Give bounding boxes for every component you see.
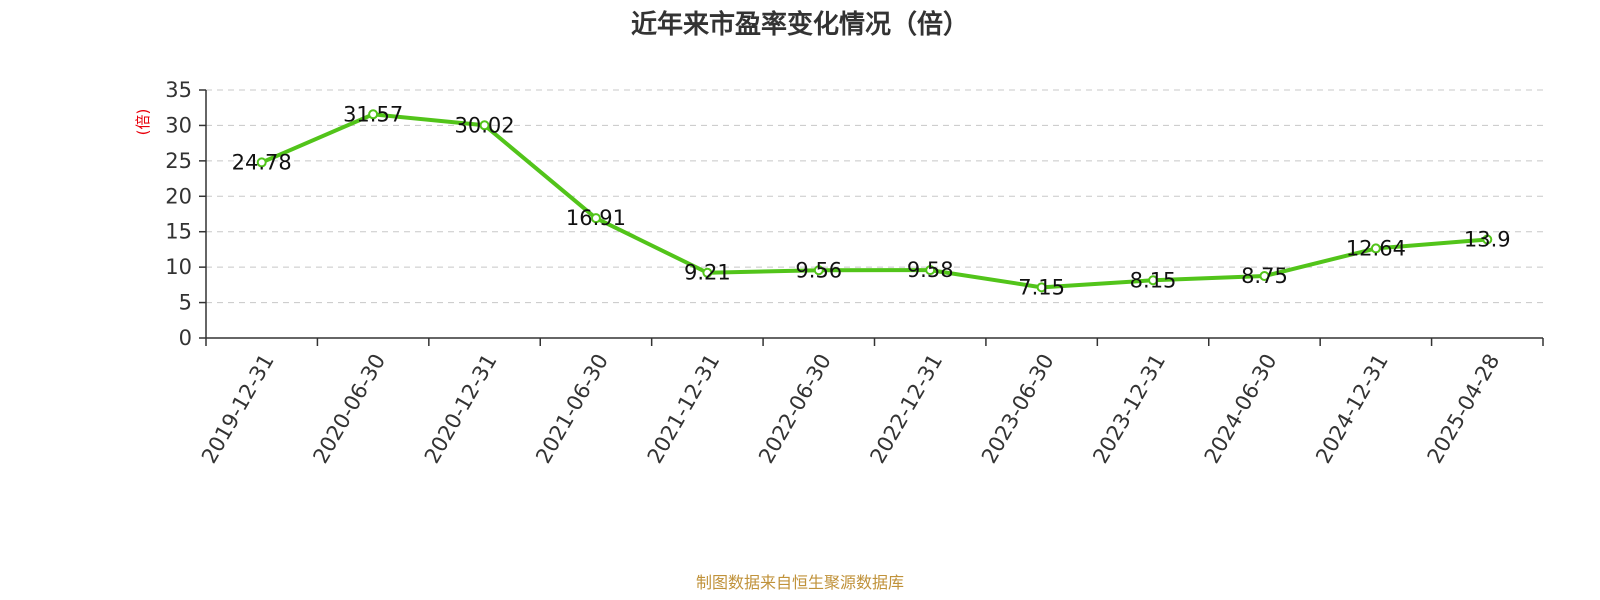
y-tick-label: 35 (165, 78, 192, 102)
chart-title: 近年来市盈率变化情况（倍） (631, 9, 969, 40)
grid-lines (206, 89, 1543, 304)
data-point[interactable] (1482, 234, 1493, 245)
x-tick-labels: 2019-12-31 2020-06-30 2020-12-31 2021-06-30… (197, 350, 1504, 468)
axes (199, 89, 1544, 346)
data-point[interactable] (256, 157, 267, 168)
x-tick-label: 2023-12-31 (1088, 350, 1170, 468)
data-point[interactable] (702, 267, 713, 278)
y-tick-labels: 0 5 10 15 20 25 30 35 (165, 78, 192, 350)
x-tick-label: 2020-06-30 (308, 350, 390, 468)
y-tick-label: 30 (165, 113, 192, 137)
data-point[interactable] (368, 109, 379, 120)
y-axis-unit-label: (倍) (134, 109, 152, 136)
series-line (260, 112, 1488, 290)
y-tick-label: 15 (165, 220, 192, 244)
y-tick-label: 0 (179, 326, 192, 350)
data-point[interactable] (925, 265, 936, 276)
data-source-note: 制图数据来自恒生聚源数据库 (696, 573, 904, 592)
x-tick-label: 2022-12-31 (865, 350, 947, 468)
data-label: 7.15 (1018, 275, 1065, 299)
data-label: 9.21 (684, 261, 731, 285)
data-point[interactable] (813, 265, 824, 276)
data-point[interactable] (1148, 275, 1159, 286)
data-label: 8.75 (1241, 264, 1288, 288)
x-tick-label: 2025-04-28 (1423, 350, 1505, 468)
x-tick-label: 2021-12-31 (643, 350, 725, 468)
y-tick-label: 20 (165, 184, 192, 208)
data-label: 30.02 (454, 113, 514, 137)
x-tick-label: 2024-12-31 (1311, 350, 1393, 468)
x-tick-label: 2023-06-30 (977, 350, 1059, 468)
x-tick-label: 2021-06-30 (531, 350, 613, 468)
x-tick-label: 2019-12-31 (197, 350, 279, 468)
x-tick-label: 2024-06-30 (1200, 350, 1282, 468)
data-label: 13.9 (1464, 228, 1511, 252)
data-point[interactable] (590, 213, 601, 224)
y-tick-label: 10 (165, 255, 192, 279)
data-point[interactable] (479, 120, 490, 131)
y-tick-label: 25 (165, 149, 192, 173)
series-pe-ratio (256, 109, 1493, 293)
data-point[interactable] (1036, 282, 1047, 293)
y-tick-label: 5 (179, 291, 192, 315)
data-label: 24.78 (232, 150, 292, 174)
x-tick-label: 2022-06-30 (754, 350, 836, 468)
data-labels: 24.78 31.57 30.02 16.91 9.21 9.56 9.58 7.15 8.15… (232, 102, 1511, 299)
data-point[interactable] (1259, 271, 1270, 281)
data-label: 31.57 (343, 102, 403, 126)
data-label: 9.56 (795, 258, 842, 282)
data-label: 16.91 (566, 206, 626, 230)
data-label: 8.15 (1130, 268, 1177, 292)
data-label: 12.64 (1346, 236, 1406, 260)
x-tick-label: 2020-12-31 (420, 350, 502, 468)
data-label: 9.58 (907, 258, 954, 282)
data-point[interactable] (1370, 243, 1381, 254)
